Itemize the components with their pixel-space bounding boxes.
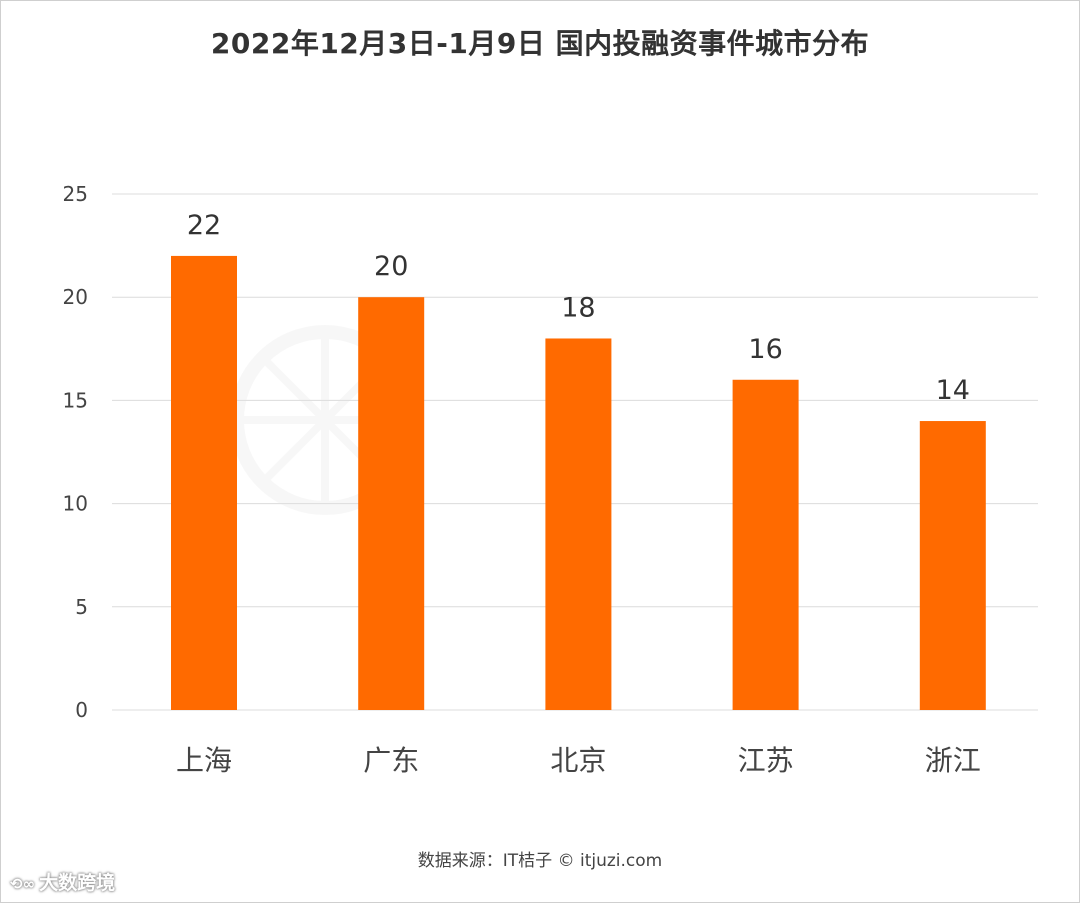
data-labels: 22 20 18 16 14 <box>187 210 970 406</box>
y-tick-label: 20 <box>63 285 88 309</box>
y-tick-label: 5 <box>75 595 88 619</box>
x-tick-label: 广东 <box>363 744 419 777</box>
brand-logo-icon: ⟲∞ <box>10 875 36 893</box>
bar <box>919 421 986 710</box>
data-label: 18 <box>561 292 595 323</box>
y-tick-label: 10 <box>63 492 88 516</box>
source-note: 数据来源：IT桔子 © itjuzi.com <box>417 851 663 871</box>
data-label: 20 <box>374 251 408 282</box>
bar <box>545 338 612 710</box>
y-tick-label: 15 <box>63 388 88 412</box>
x-tick-label: 江苏 <box>738 744 794 777</box>
chart-title: 2022年12月3日-1月9日 国内投融资事件城市分布 <box>210 27 870 60</box>
data-label: 16 <box>748 334 782 365</box>
bar <box>171 255 237 711</box>
y-tick-label: 0 <box>75 698 88 722</box>
footer-brand: ⟲∞ 大数跨境 <box>10 868 115 895</box>
bar <box>732 379 799 710</box>
x-tick-label: 北京 <box>550 744 606 777</box>
footer-brand-text: 大数跨境 <box>39 872 116 894</box>
y-tick-labels: 0 5 10 15 20 25 <box>63 182 88 722</box>
x-tick-labels: 上海 广东 北京 江苏 浙江 <box>176 744 981 777</box>
y-tick-label: 25 <box>63 182 88 206</box>
data-label: 22 <box>187 210 221 241</box>
x-tick-label: 浙江 <box>925 744 981 777</box>
bar <box>358 297 425 710</box>
x-tick-label: 上海 <box>176 744 232 777</box>
bars <box>171 255 986 711</box>
data-label: 14 <box>936 375 970 406</box>
